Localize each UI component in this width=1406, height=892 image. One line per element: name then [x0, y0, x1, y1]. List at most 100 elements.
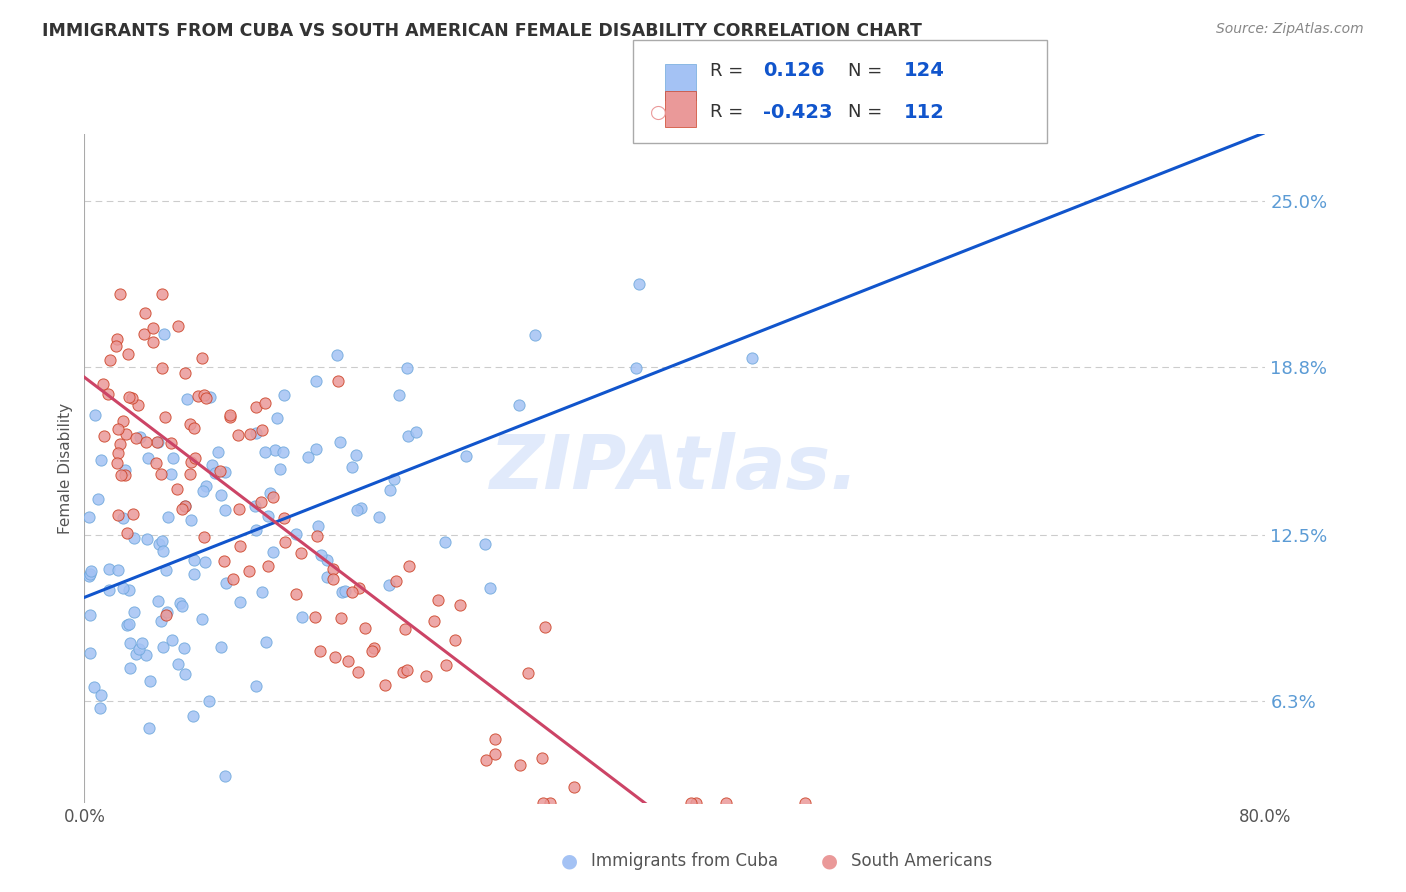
- Point: [245, 400, 267, 414]
- Point: [142, 334, 165, 349]
- Point: [97, 562, 120, 576]
- Point: [398, 559, 420, 574]
- Point: [153, 410, 176, 425]
- Point: [531, 796, 554, 810]
- Point: [118, 390, 141, 404]
- Point: [138, 721, 160, 735]
- Point: [135, 435, 157, 450]
- Point: [243, 499, 266, 513]
- Point: [108, 437, 131, 451]
- Point: [714, 796, 737, 810]
- Point: [741, 351, 763, 365]
- Point: [215, 575, 238, 590]
- Point: [183, 709, 205, 723]
- Point: [79, 607, 101, 622]
- Point: [80, 564, 103, 578]
- Point: [297, 450, 319, 464]
- Point: [118, 661, 141, 675]
- Point: [183, 553, 205, 567]
- Text: ZIPAtlas.: ZIPAtlas.: [491, 432, 859, 505]
- Text: R =: R =: [710, 62, 749, 79]
- Point: [333, 584, 356, 599]
- Point: [114, 467, 136, 482]
- Point: [152, 534, 174, 549]
- Point: [340, 585, 363, 599]
- Point: [434, 535, 457, 549]
- Point: [508, 398, 530, 412]
- Point: [284, 526, 307, 541]
- Point: [229, 595, 252, 609]
- Point: [160, 467, 183, 481]
- Point: [110, 287, 132, 301]
- Point: [105, 456, 128, 470]
- Point: [523, 327, 546, 342]
- Point: [83, 680, 105, 694]
- Point: [107, 508, 129, 523]
- Point: [533, 620, 555, 634]
- Point: [90, 688, 112, 702]
- Point: [245, 524, 267, 538]
- Point: [97, 582, 120, 597]
- Point: [107, 446, 129, 460]
- Point: [155, 607, 177, 622]
- Point: [77, 510, 100, 524]
- Point: [155, 605, 177, 619]
- Point: [174, 366, 197, 380]
- Point: [142, 320, 165, 334]
- Text: South Americans: South Americans: [851, 852, 991, 870]
- Point: [115, 526, 138, 541]
- Point: [396, 663, 419, 677]
- Point: [245, 425, 267, 440]
- Point: [89, 701, 111, 715]
- Point: [180, 454, 202, 468]
- Point: [111, 414, 134, 428]
- Point: [173, 641, 195, 656]
- Point: [444, 632, 467, 647]
- Point: [322, 562, 344, 576]
- Point: [516, 665, 538, 680]
- Point: [271, 445, 294, 459]
- Point: [160, 436, 183, 450]
- Point: [173, 499, 195, 513]
- Point: [79, 647, 101, 661]
- Point: [122, 508, 145, 522]
- Point: [239, 427, 262, 442]
- Point: [685, 796, 707, 810]
- Point: [273, 510, 295, 524]
- Point: [531, 751, 554, 765]
- Point: [148, 537, 170, 551]
- Point: [127, 398, 149, 412]
- Point: [326, 374, 349, 388]
- Point: [347, 581, 370, 595]
- Point: [450, 598, 472, 612]
- Point: [405, 425, 427, 440]
- Point: [160, 633, 183, 648]
- Point: [121, 391, 143, 405]
- Point: [198, 694, 221, 708]
- Point: [131, 636, 153, 650]
- Point: [340, 460, 363, 475]
- Point: [208, 464, 231, 478]
- Point: [179, 417, 201, 432]
- Point: [326, 348, 349, 362]
- Point: [83, 408, 105, 422]
- Point: [322, 572, 344, 586]
- Point: [353, 622, 375, 636]
- Point: [388, 388, 411, 402]
- Point: [100, 352, 122, 367]
- Point: [290, 546, 312, 560]
- Text: ○: ○: [650, 103, 666, 121]
- Point: [112, 511, 135, 525]
- Point: [105, 332, 128, 346]
- Point: [793, 796, 815, 810]
- Point: [374, 678, 396, 692]
- Point: [150, 287, 173, 301]
- Point: [107, 422, 129, 436]
- Point: [422, 614, 444, 628]
- Point: [145, 434, 167, 449]
- Point: [117, 618, 139, 632]
- Point: [309, 548, 332, 562]
- Point: [304, 609, 326, 624]
- Point: [122, 606, 145, 620]
- Point: [263, 442, 285, 457]
